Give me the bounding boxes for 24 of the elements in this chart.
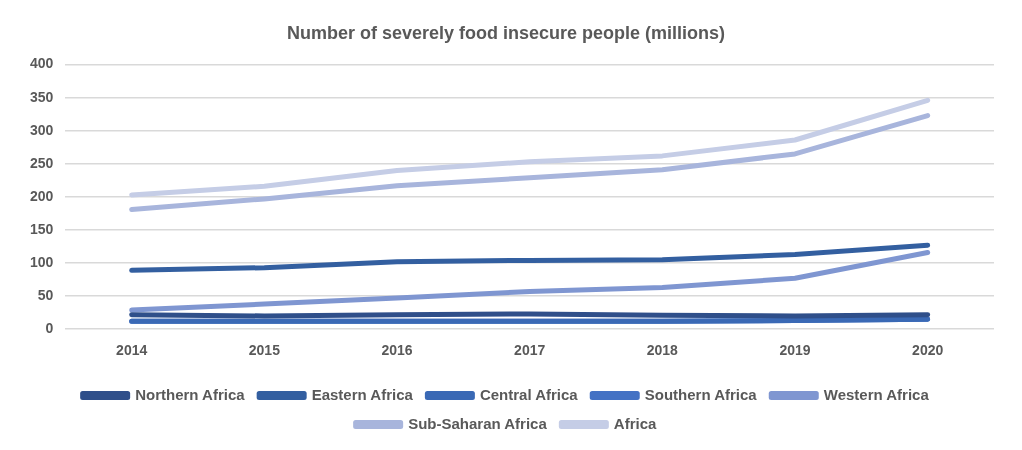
legend-label: Sub-Saharan Africa	[408, 414, 548, 432]
y-tick-label: 400	[30, 55, 54, 72]
chart-title: Number of severely food insecure people (millions)	[286, 22, 726, 43]
x-tick-label: 2018	[646, 342, 679, 359]
legend-label: Eastern Africa	[311, 385, 414, 403]
legend-label: Northern Africa	[135, 385, 246, 403]
legend-label: Southern Africa	[644, 385, 758, 403]
legend-label: Central Africa	[479, 385, 579, 403]
y-tick-label: 0	[45, 320, 54, 337]
x-tick-label: 2020	[912, 342, 944, 359]
legend-label: Western Africa	[823, 385, 930, 403]
y-tick-label: 350	[30, 88, 54, 105]
y-tick-label: 100	[30, 253, 54, 270]
legend-label: Africa	[613, 414, 658, 432]
y-tick-label: 250	[30, 154, 54, 171]
y-tick-label: 50	[37, 286, 54, 303]
x-tick-label: 2015	[248, 342, 281, 359]
y-tick-label: 200	[30, 187, 54, 204]
x-tick-label: 2016	[381, 342, 413, 359]
x-tick-label: 2019	[779, 342, 811, 359]
x-tick-label: 2017	[514, 342, 546, 359]
y-tick-label: 300	[30, 121, 54, 138]
y-tick-label: 150	[30, 220, 54, 237]
x-tick-label: 2014	[116, 342, 148, 359]
